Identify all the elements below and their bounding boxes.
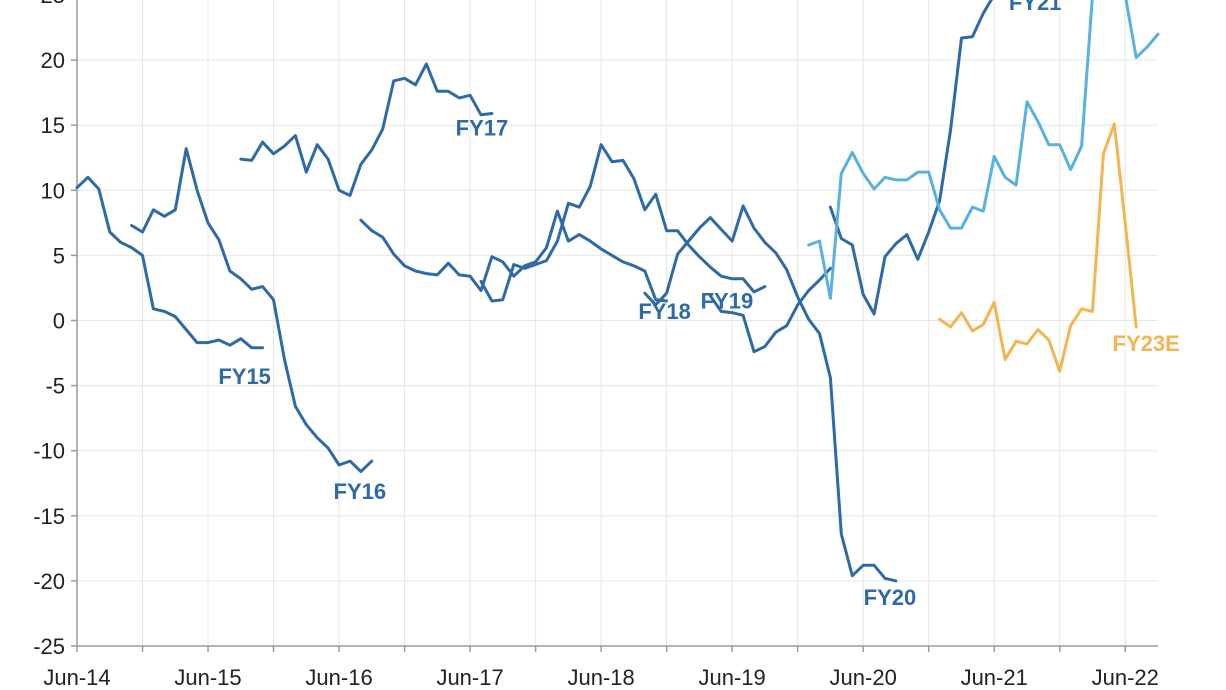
y-tick-label: -10 bbox=[33, 439, 65, 464]
series-line-fy15 bbox=[75, 175, 265, 350]
x-tick-label: Jun-15 bbox=[174, 665, 241, 690]
series-label-fy17: FY17 bbox=[456, 115, 509, 140]
series-label-fy16: FY16 bbox=[334, 479, 387, 504]
series-label-fy18: FY18 bbox=[638, 299, 691, 324]
grid-lines bbox=[76, 0, 1158, 647]
series-labels: FY15 FY16 FY17 FY18 FY19 FY20 FY21 FY23E bbox=[218, 0, 1179, 610]
y-tick-label: 5 bbox=[53, 243, 65, 268]
y-tick-label: 25 bbox=[41, 0, 65, 8]
axes bbox=[71, 0, 1158, 652]
series-label-fy19: FY19 bbox=[701, 289, 754, 314]
x-tick-label: Jun-14 bbox=[43, 665, 110, 690]
series-label-fy15: FY15 bbox=[218, 364, 271, 389]
y-tick-label: 20 bbox=[41, 48, 65, 73]
x-tick-label: Jun-21 bbox=[961, 665, 1028, 690]
x-tick-label: Jun-18 bbox=[567, 665, 634, 690]
series-line-unlabeled bbox=[807, 0, 1160, 300]
x-tick-label: Jun-17 bbox=[436, 665, 503, 690]
x-tick-label: Jun-16 bbox=[305, 665, 372, 690]
tick-labels: -25 -20 -15 -10 -5 0 5 10 15 20 25 Jun-14 Jun-15 Jun-… bbox=[33, 0, 1159, 690]
x-tick-label: Jun-20 bbox=[830, 665, 897, 690]
series-line-fy16 bbox=[130, 147, 374, 473]
y-tick-label: -25 bbox=[33, 634, 65, 659]
y-tick-label: -5 bbox=[45, 374, 65, 399]
y-tick-label: -20 bbox=[33, 569, 65, 594]
series-line-fy18 bbox=[359, 209, 669, 303]
series-line-fy21 bbox=[828, 0, 993, 316]
series-line-fy23e bbox=[938, 122, 1138, 373]
y-tick-label: 0 bbox=[53, 309, 65, 334]
series-line-fy17 bbox=[239, 62, 494, 197]
x-tick-label: Jun-22 bbox=[1092, 665, 1159, 690]
series-line-fy20 bbox=[643, 204, 898, 583]
y-tick-label: 10 bbox=[41, 178, 65, 203]
series-label-fy23e: FY23E bbox=[1113, 331, 1180, 356]
y-tick-label: 15 bbox=[41, 113, 65, 138]
series-line-fy19 bbox=[708, 266, 832, 354]
series-line-fy19 bbox=[479, 143, 767, 303]
y-tick-label: -15 bbox=[33, 504, 65, 529]
series-lines bbox=[75, 0, 1160, 583]
series-label-fy21: FY21 bbox=[1009, 0, 1062, 15]
series-label-fy20: FY20 bbox=[864, 585, 917, 610]
x-tick-label: Jun-19 bbox=[699, 665, 766, 690]
